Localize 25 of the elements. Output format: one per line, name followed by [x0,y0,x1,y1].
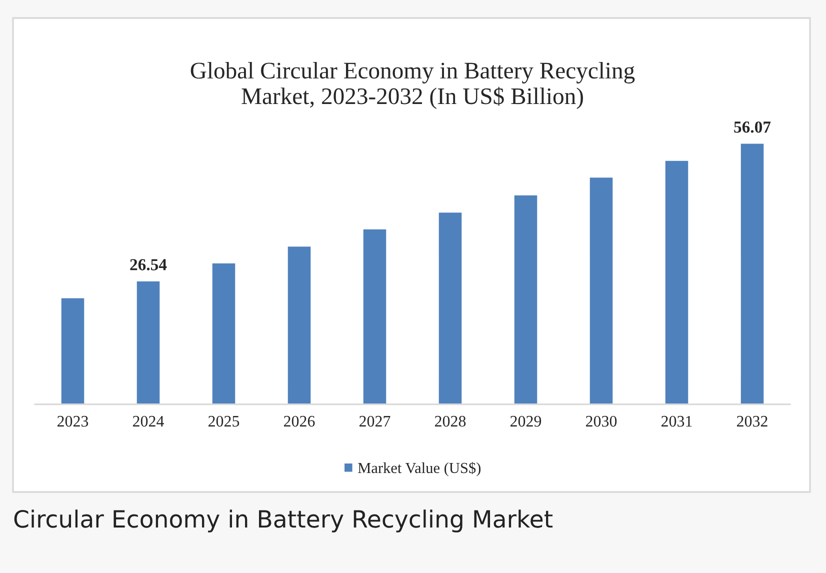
bar [664,159,690,404]
text: Circular Economy in Battery Recycling Market [14,510,553,532]
bar [286,245,312,404]
x-tick-label: 2031 [661,416,692,427]
x-tick-label: 2030 [586,416,617,427]
bar [135,280,162,404]
bar [60,296,86,404]
x-tick-label: 2023 [57,416,88,427]
x-tick-label: 2029 [510,416,542,427]
data-label: 56.07 [734,121,771,133]
bar [588,176,614,404]
data-label: 26.54 [130,259,167,270]
x-tick-label: 2024 [132,416,164,427]
x-tick-label: 2027 [359,416,390,427]
chart-title: Global Circular Economy in Battery Recycling Market, 2023-2032 (In US$ Billion) [190,62,635,110]
bar [739,142,766,404]
x-tick-label: 2028 [434,416,466,427]
bar [437,211,464,404]
x-tick-label: 2026 [284,416,315,427]
bar [210,262,237,404]
bar [362,228,388,404]
x-tick-label: 2025 [208,416,240,427]
x-tick-label: 2032 [736,416,768,427]
legend-label: Market Value (US$) [358,462,481,476]
bar [512,194,539,404]
